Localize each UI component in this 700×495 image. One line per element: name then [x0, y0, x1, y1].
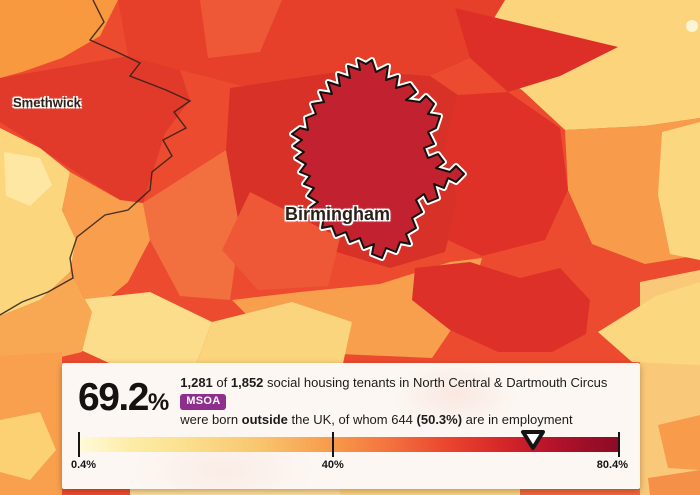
map-region[interactable] [0, 412, 56, 480]
percent-unit: % [147, 389, 170, 416]
msoa-badge: MSOA [180, 393, 227, 410]
authority-boundary-line [0, 0, 192, 316]
scale-label-max: 80.4% [596, 459, 628, 471]
msoa-badge-line: MSOA [180, 391, 607, 412]
stat-description: 1,281 of 1,852 social housing tenants in… [180, 375, 607, 427]
map-region[interactable] [455, 8, 618, 92]
map-region[interactable] [598, 282, 700, 365]
stat-line-2: were born outside the UK, of whom 644 (5… [180, 411, 573, 427]
scale-marker-arrow [520, 429, 546, 451]
map-region[interactable] [445, 92, 568, 256]
map-region[interactable] [658, 122, 700, 260]
headline-percentage: 69.2% [78, 376, 170, 419]
scale-tick-max [618, 432, 620, 457]
map-region[interactable] [222, 192, 340, 290]
map-region[interactable] [412, 262, 590, 352]
map-region[interactable] [200, 0, 282, 58]
map-region[interactable] [648, 470, 700, 495]
map-region[interactable] [4, 152, 52, 206]
map-region[interactable] [62, 172, 150, 312]
map-region[interactable] [658, 415, 700, 470]
map-region[interactable] [196, 302, 352, 370]
scale-tick-min [78, 432, 80, 457]
scale-label-min: 0.4% [71, 459, 97, 471]
map-region[interactable] [0, 56, 190, 203]
map-region[interactable] [143, 150, 240, 300]
stat-panel: 69.2% 1,281 of 1,852 social housing tena… [62, 363, 640, 489]
map-region[interactable] [0, 272, 92, 362]
stat-line-1: 1,281 of 1,852 social housing tenants in… [180, 375, 608, 390]
scale-tick-mid [331, 432, 334, 457]
map-region[interactable] [58, 292, 212, 368]
scale-label-mid: 40% [321, 459, 344, 471]
map-region[interactable] [686, 20, 698, 32]
highlighted-msoa-region[interactable] [291, 59, 465, 259]
map-region[interactable] [0, 0, 118, 78]
color-scale: 0.4% 40% 80.4% [71, 430, 628, 471]
color-scale-gradient [78, 437, 620, 452]
